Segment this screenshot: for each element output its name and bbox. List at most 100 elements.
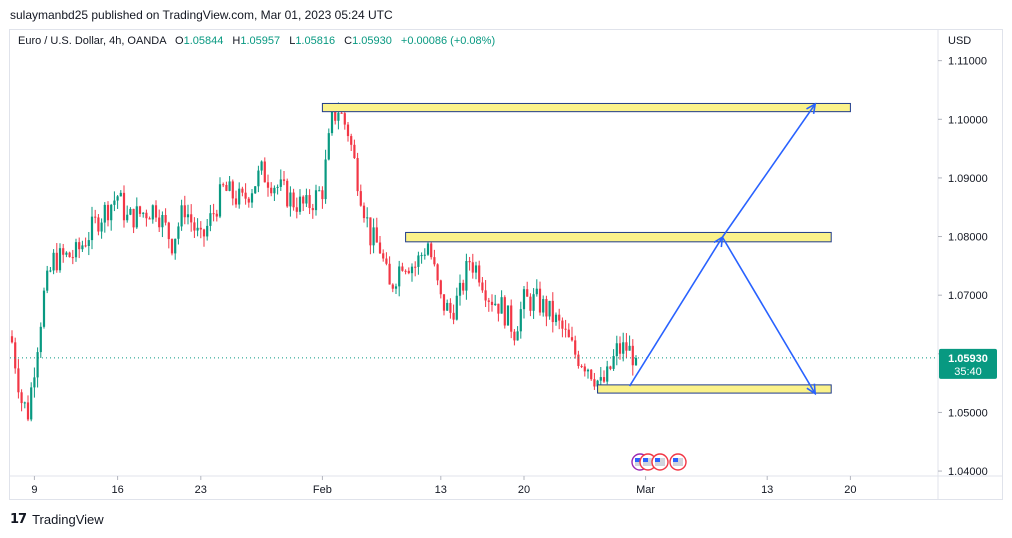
candle-body [212,213,215,215]
candle-body [618,343,622,354]
candle-body [196,227,199,231]
candle-body [106,204,110,221]
candle-body [234,198,238,205]
candle-body [305,195,308,204]
candle-body [375,227,378,243]
arrow-head [806,102,817,115]
candle-body [622,342,625,354]
candle-body [20,392,23,404]
time-tick-label: 20 [844,484,856,496]
candle-body [33,377,36,388]
candle-body [522,289,526,310]
symbol-label: Euro / U.S. Dollar, 4h, OANDA [18,35,166,47]
candle-body [462,282,465,291]
candle-body [94,216,97,218]
time-tick-label: 9 [31,484,37,496]
high-label: H [232,35,241,47]
candle-body [58,248,62,271]
price-tick-label: 1.10000 [948,114,988,126]
flag-canton [673,458,678,462]
candle-body [330,109,334,134]
last-price-badge [939,348,997,379]
time-tick-label: Feb [313,484,332,496]
candle-body [318,190,321,192]
candle-body [356,158,359,192]
candle-body [407,270,410,274]
candle-body [394,286,398,289]
candle-body [218,184,222,217]
candle-body [273,187,276,194]
candle-body [369,217,372,246]
candle-body [65,252,68,255]
candle-body [167,222,170,240]
candle-body [570,337,574,341]
candle-body [42,290,46,327]
candle-body [538,288,542,313]
price-tick-label: 1.04000 [948,466,988,478]
candle-body [436,264,439,281]
candle-body [449,302,452,313]
candle-body [414,266,417,268]
candle-body [471,262,474,273]
candle-body [97,217,100,232]
candle-body [602,377,606,382]
candle-body [324,159,327,200]
candle-body [177,226,180,239]
candle-body [391,284,394,289]
candle-body [174,238,177,254]
candle-body [446,302,449,311]
candle-body [78,242,81,250]
candle-body [404,270,407,272]
candle-body [490,301,494,305]
arrows [628,102,817,396]
candle-body [62,248,65,255]
publish-info: sulaymanbd25 published on TradingView.co… [10,8,393,22]
arrow-head [806,383,817,396]
candle-body [433,257,436,265]
candle-body [503,297,506,326]
candles [10,102,638,422]
candle-body [84,245,87,247]
change-value: +0.00086 (+0.08%) [400,35,496,47]
low-value: 1.05816 [295,35,336,47]
time-tick-label: 20 [518,484,530,496]
candle-body [314,190,318,211]
candle-body [119,192,122,197]
candle-body [628,345,631,351]
flag-canton [643,458,648,462]
chart-legend: Euro / U.S. Dollar, 4h, OANDA O1.05844 H… [18,35,495,47]
candle-body [190,214,193,223]
candle-body [350,136,353,145]
time-tick-label: 16 [111,484,123,496]
resistance-zone-high [321,102,851,113]
candle-body [497,303,500,314]
candle-body [455,295,458,320]
candle-body [612,356,615,369]
candle-body [417,255,420,267]
candle-body [231,181,234,199]
footer: 17 TradingView [10,512,104,527]
time-axis: 9 16 23 Feb 13 20 Mar 13 20 [10,475,1002,496]
projection-arrow [721,236,816,395]
candle-body [561,320,564,329]
candle-body [484,290,487,301]
candle-body [529,296,532,311]
candle-body [110,204,113,221]
candle-body [366,217,369,219]
candle-body [631,345,634,366]
candle-body [586,369,590,372]
candle-body [593,379,596,387]
candle-body [382,253,385,259]
tradingview-logo-icon: 17 [10,512,27,527]
candle-body [564,328,567,330]
candle-body [410,266,414,274]
candle-body [327,133,330,160]
candle-body [302,196,305,204]
candle-body [263,161,266,183]
candle-body [388,263,391,285]
candle-body [468,261,471,263]
flag-canton [635,458,640,462]
candle-body [206,225,209,237]
